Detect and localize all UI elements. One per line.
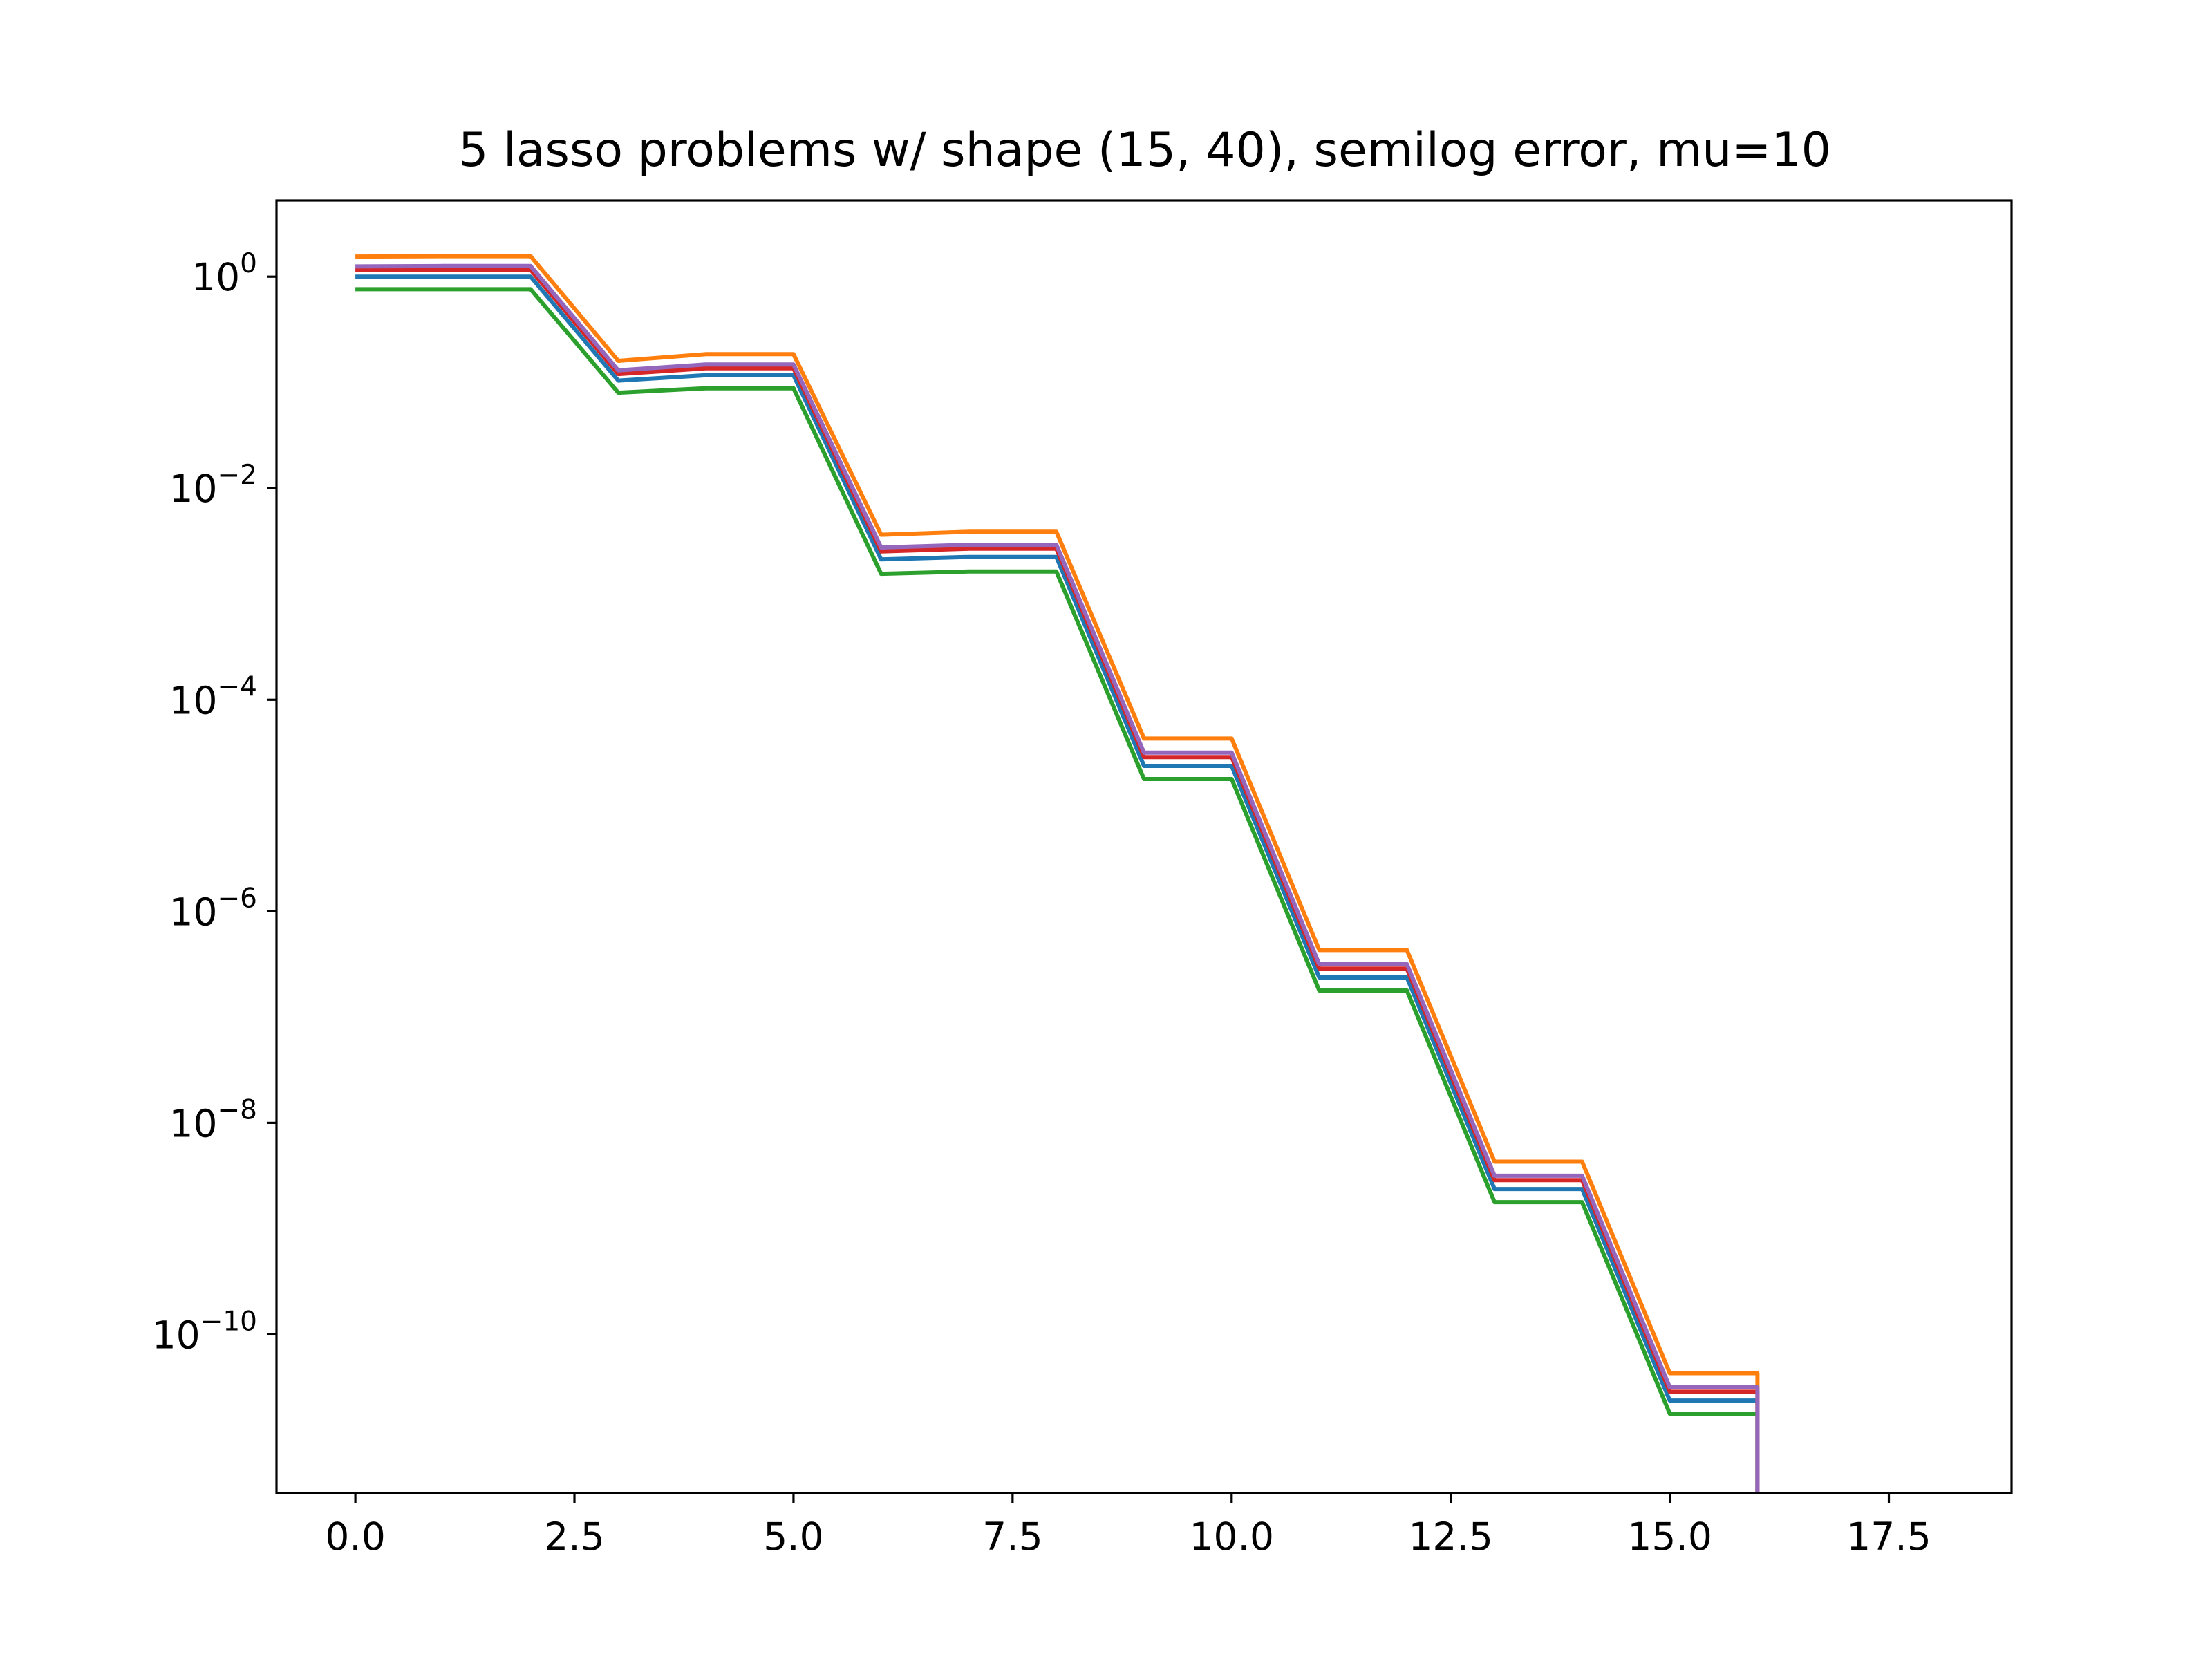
- y-tick-label-5: 10−10: [152, 1306, 257, 1357]
- x-tick-label-6: 15.0: [1627, 1515, 1712, 1559]
- series-line-1: [355, 274, 1760, 1493]
- y-tick-label-3: 10−6: [169, 883, 258, 934]
- y-axis: 100 10−2 10−4 10−6 10−8 10−10: [152, 248, 276, 1357]
- chart-title: 5 lasso problems w/ shape (15, 40), semi…: [458, 123, 1831, 178]
- y-tick-label-2: 10−4: [169, 671, 258, 722]
- y-tick-label-1: 10−2: [169, 460, 258, 511]
- x-tick-label-3: 7.5: [982, 1515, 1042, 1559]
- x-tick-label-2: 5.0: [763, 1515, 823, 1559]
- x-axis: 0.0 2.5 5.0 7.5 10.0 12.5 15.0 17.5: [325, 1493, 1931, 1559]
- series-line-2: [355, 254, 1760, 1493]
- x-tick-label-4: 10.0: [1190, 1515, 1274, 1559]
- x-tick-label-1: 2.5: [544, 1515, 604, 1559]
- y-tick-label-4: 10−8: [169, 1094, 258, 1145]
- y-tick-label-0: 100: [191, 248, 257, 299]
- x-tick-label-5: 12.5: [1408, 1515, 1492, 1559]
- plot-frame: [275, 199, 2013, 1494]
- series-line-3: [355, 287, 1760, 1493]
- x-tick-label-7: 17.5: [1846, 1515, 1931, 1559]
- x-tick-label-0: 0.0: [325, 1515, 385, 1559]
- series-layer: [355, 254, 1760, 1493]
- series-line-5: [355, 263, 1760, 1493]
